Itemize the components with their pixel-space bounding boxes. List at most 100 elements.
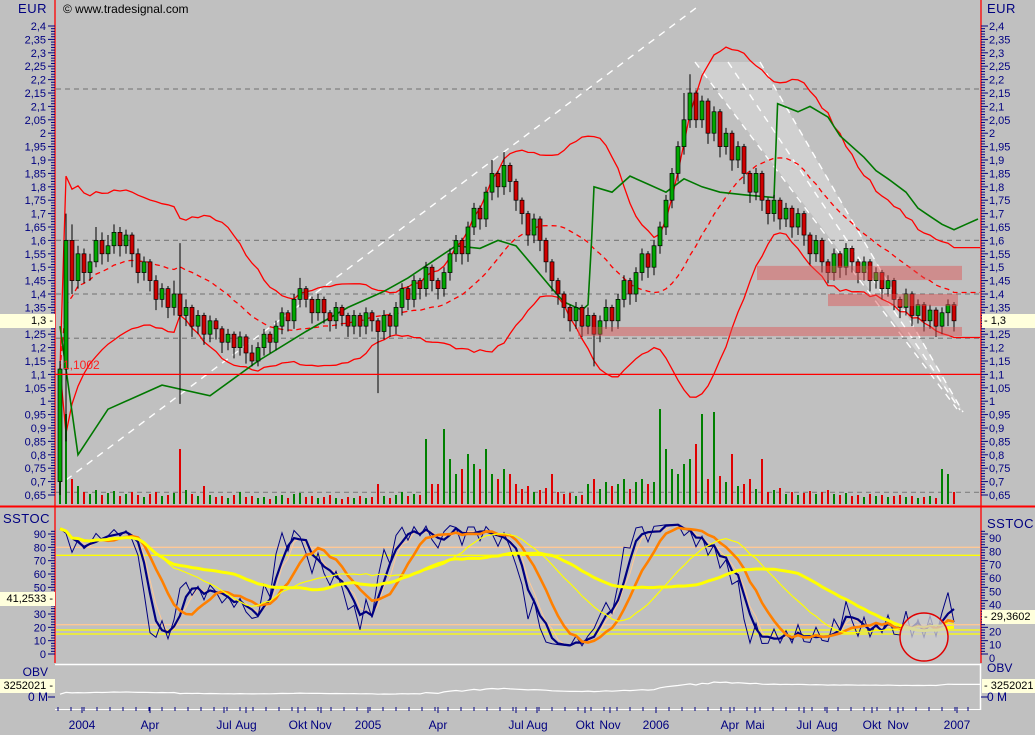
x-axis-label: Nov [310, 718, 331, 732]
x-axis-label: Aug [816, 718, 837, 732]
price-tick-left: 1,55 [25, 249, 46, 261]
price-tick-right: 1,25 [989, 329, 1010, 341]
obv-zero-label-right: 0 M [987, 690, 1008, 704]
price-tick-left: 1,95 [25, 142, 46, 154]
obv-axis-title-left: OBV [22, 665, 48, 679]
copyright-link[interactable]: © www.tradesignal.com [63, 2, 189, 16]
level-line-label: 1,1002 [63, 358, 100, 372]
price-tick-left: 1,15 [25, 356, 46, 368]
sstoc-tick-right: 70 [989, 560, 1001, 572]
price-tick-right: 2,25 [989, 61, 1010, 73]
price-panel [56, 4, 980, 504]
obv-highlight-left: 3252021 - [0, 679, 55, 693]
price-tick-right: 1,05 [989, 383, 1010, 395]
price-tick-right: 0,95 [989, 410, 1010, 422]
price-tick-right: 1,4 [989, 289, 1004, 301]
price-tick-right: 1,65 [989, 222, 1010, 234]
x-axis-label: Okt [576, 718, 595, 732]
sstoc-tick-right: 10 [989, 640, 1001, 652]
price-tick-right: 1,2 [989, 343, 1004, 355]
price-tick-right: 1,55 [989, 249, 1010, 261]
sstoc-panel [56, 523, 980, 662]
price-tick-right: 1,15 [989, 356, 1010, 368]
price-tick-right: 1,6 [989, 235, 1004, 247]
price-tick-right: 2,15 [989, 88, 1010, 100]
price-tick-left: 2,15 [25, 88, 46, 100]
x-axis-label: Jul [796, 718, 811, 732]
price-tick-right: 1,95 [989, 142, 1010, 154]
price-tick-left: 2 [40, 128, 46, 140]
price-tick-right: 2,35 [989, 34, 1010, 46]
sstoc-tick-left: 80 [34, 542, 46, 554]
price-tick-left: 1,2 [31, 343, 46, 355]
sstoc-tick-left: 70 [34, 556, 46, 568]
price-tick-left: 1,7 [31, 209, 46, 221]
x-axis-label: 2004 [69, 718, 96, 732]
price-tick-left: 2,05 [25, 115, 46, 127]
price-tick-left: 1,35 [25, 302, 46, 314]
axis-ticks: 2,4 2,42,35 2,352,3 2,32,25 2,252,2 2,22,15 2,… [25, 21, 1011, 732]
price-tick-left: 2,35 [25, 34, 46, 46]
sstoc-axis-title-left: SSTOC [2, 511, 50, 526]
x-axis-label: Okt [863, 718, 882, 732]
price-tick-left: 0,85 [25, 436, 46, 448]
price-tick-right: 0,9 [989, 423, 1004, 435]
price-highlight-left: 1,3 - [0, 314, 55, 328]
price-tick-right: 1,35 [989, 302, 1010, 314]
x-axis-label: Jul [508, 718, 523, 732]
sstoc-tick-left: 90 [34, 529, 46, 541]
x-axis-label: Apr [141, 718, 160, 732]
price-tick-right: 1,9 [989, 155, 1004, 167]
price-tick-left: 1,5 [31, 262, 46, 274]
price-tick-left: 0,8 [31, 450, 46, 462]
sstoc-tick-left: 10 [34, 636, 46, 648]
price-tick-right: 1 [989, 396, 995, 408]
price-tick-right: 2,05 [989, 115, 1010, 127]
price-tick-left: 2,25 [25, 61, 46, 73]
price-tick-left: 0,7 [31, 477, 46, 489]
price-tick-right: 0,8 [989, 450, 1004, 462]
price-tick-left: 1,9 [31, 155, 46, 167]
price-tick-left: 1,85 [25, 168, 46, 180]
sstoc-tick-left: 30 [34, 609, 46, 621]
price-tick-left: 1,8 [31, 182, 46, 194]
obv-axis-title-right: OBV [987, 661, 1013, 675]
price-tick-left: 2,2 [31, 75, 46, 87]
price-highlight-right: - 1,3 [982, 314, 1035, 328]
obv-zero-label-left: 0 M [27, 690, 48, 704]
price-tick-right: 0,65 [989, 490, 1010, 502]
price-tick-left: 1,75 [25, 195, 46, 207]
sstoc-tick-left: 60 [34, 569, 46, 581]
price-tick-right: 0,85 [989, 436, 1010, 448]
price-tick-left: 0,9 [31, 423, 46, 435]
circle-annotation [899, 612, 949, 662]
price-tick-right: 1,85 [989, 168, 1010, 180]
price-tick-left: 2,1 [31, 101, 46, 113]
price-tick-right: 1,5 [989, 262, 1004, 274]
price-tick-right: 2,4 [989, 21, 1004, 33]
x-axis-label: 2005 [355, 718, 382, 732]
candlesticks [57, 74, 957, 495]
sstoc-axis-title-right: SSTOC [987, 516, 1035, 531]
price-tick-left: 1,6 [31, 235, 46, 247]
price-tick-right: 1,1 [989, 369, 1004, 381]
price-tick-left: 2,3 [31, 48, 46, 60]
sstoc-tick-left: 0 [40, 649, 46, 661]
sstoc-tick-right: 0 [989, 653, 995, 665]
x-axis-label: Aug [526, 718, 547, 732]
x-axis-label: Okt [289, 718, 308, 732]
sstoc-tick-right: 40 [989, 600, 1001, 612]
volume-bars [59, 409, 955, 504]
sstoc-highlight-left: 41,2533 - [0, 592, 55, 606]
price-tick-right: 1,7 [989, 209, 1004, 221]
sstoc-tick-right: 50 [989, 586, 1001, 598]
price-tick-left: 1,4 [31, 289, 46, 301]
price-tick-right: 2 [989, 128, 995, 140]
x-axis-label: Aug [235, 718, 256, 732]
sstoc-tick-left: 50 [34, 582, 46, 594]
price-tick-left: 1,45 [25, 276, 46, 288]
price-tick-left: 1 [40, 396, 46, 408]
obv-panel [59, 681, 980, 695]
